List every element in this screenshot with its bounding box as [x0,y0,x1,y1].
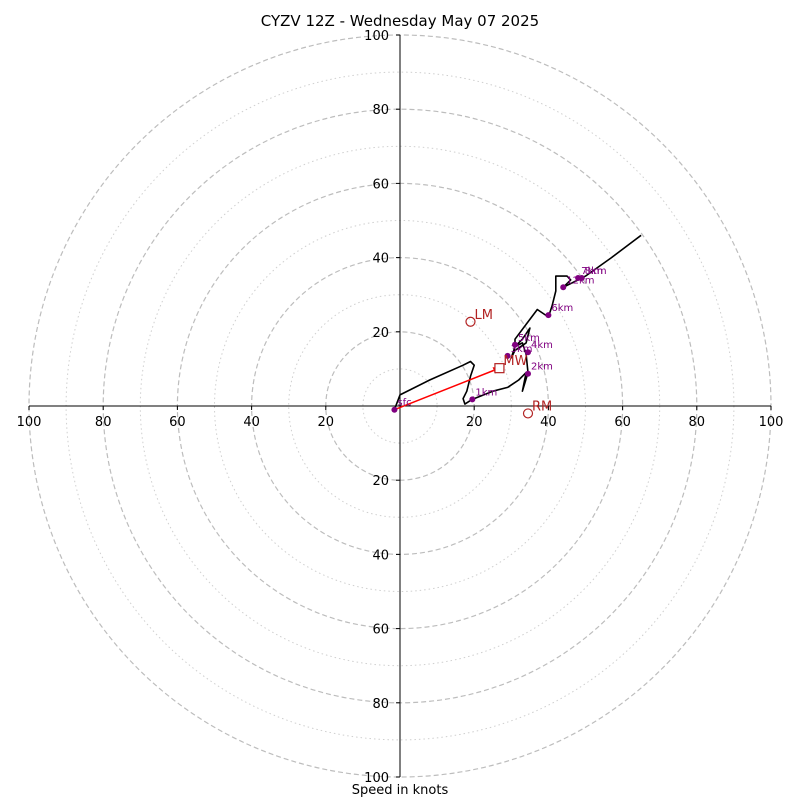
tick-labels: 100 80 60 40 20 20 40 60 80 100 100 80 60 40 20 20 40 60 8… [17,29,784,786]
chart-title: CYZV 12Z - Wednesday May 07 2025 [260,12,540,30]
x-tick-label: 100 [17,415,42,430]
height-point-3km [504,352,511,359]
y-tick-label: 80 [372,103,389,118]
axes [29,35,771,777]
height-label-7km: 7km [581,266,603,277]
y-tick-label: 20 [372,474,389,489]
x-tick-label: 40 [540,415,557,430]
x-tick-label: 60 [614,415,631,430]
x-axis-label: Speed in knots [351,783,449,798]
height-point-1km [469,396,476,403]
y-tick-label: 60 [372,177,389,192]
height-label-2km: 2km [531,362,553,373]
storm-marker-LM [465,316,476,327]
y-tick-label: 40 [372,252,389,267]
y-tick-label: 60 [372,623,389,638]
height-label-1km: 1km [475,387,497,398]
x-tick-label: 80 [95,415,112,430]
height-label-8km: 8km [585,266,607,277]
storm-marker-MW [494,363,505,374]
height-point-sfc [391,406,398,413]
storm-motion-markers: LM RM MW [465,308,552,419]
height-point-2km [524,370,531,377]
storm-label-MW: MW [503,354,527,369]
y-tick-label: 40 [372,548,389,563]
storm-marker-RM [522,408,534,419]
height-point-8km [578,275,585,282]
x-tick-label: 20 [466,415,483,430]
height-label-sfc: sfc [397,398,411,409]
height-label-12km: 12km [566,275,594,286]
height-point-5km [512,341,519,348]
height-point-4km [524,349,531,356]
height-label-4km: 4km [531,340,553,351]
y-tick-label: 80 [372,697,389,712]
y-tick-label: 100 [364,29,389,44]
x-tick-label: 20 [318,415,335,430]
height-point-6km [545,312,552,319]
storm-label-RM: RM [532,399,552,414]
x-tick-label: 40 [243,415,260,430]
y-tick-label: 20 [372,326,389,341]
height-label-5km: 5km [518,333,540,344]
mean-wind-arrow [394,369,495,411]
x-tick-label: 60 [169,415,186,430]
height-label-3km: 3km [511,344,533,355]
y-tick-label: 100 [364,771,389,786]
x-tick-label: 100 [759,415,784,430]
storm-label-LM: LM [474,308,492,323]
x-tick-label: 80 [689,415,706,430]
height-label-6km: 6km [551,303,573,314]
height-point-12km [560,284,567,291]
